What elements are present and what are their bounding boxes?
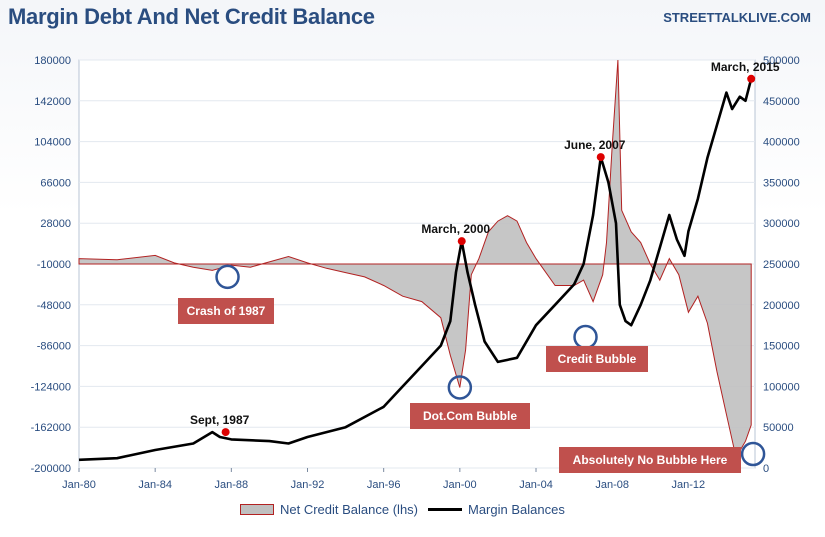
callout-box: [410, 403, 530, 429]
x-tick-label: Jan-80: [62, 479, 96, 491]
right-tick-label: 350000: [763, 177, 800, 189]
peak-label: March, 2015: [711, 60, 780, 74]
x-tick-label: Jan-00: [443, 479, 477, 491]
legend-label-net-credit: Net Credit Balance (lhs): [280, 502, 418, 517]
x-tick-label: Jan-92: [291, 479, 325, 491]
right-tick-label: 150000: [763, 341, 800, 353]
peak-marker: [221, 428, 230, 437]
left-tick-label: 104000: [34, 137, 71, 149]
right-tick-label: 100000: [763, 381, 800, 393]
legend-swatch-line: [428, 508, 462, 511]
left-tick-label: -200000: [31, 463, 71, 475]
x-tick-label: Jan-08: [595, 479, 629, 491]
x-tick-label: Jan-96: [367, 479, 401, 491]
callout-box: [546, 346, 648, 372]
left-tick-label: -86000: [37, 341, 71, 353]
callout-circle: [447, 375, 473, 400]
left-tick-label: -48000: [37, 300, 71, 312]
peak-label: June, 2007: [564, 138, 626, 152]
left-tick-label: -162000: [31, 422, 71, 434]
callout-label: Crash of 1987: [187, 304, 266, 318]
callout-box: [178, 298, 274, 324]
callout-label: Dot.Com Bubble: [423, 409, 517, 423]
margin-line-path: [78, 78, 753, 462]
x-tick-label: Jan-12: [672, 479, 706, 491]
right-tick-label: 450000: [763, 96, 800, 108]
x-tick-label: Jan-88: [215, 479, 249, 491]
left-tick-label: -124000: [31, 381, 71, 393]
callout-circle: [215, 264, 240, 290]
x-tick-label: Jan-04: [519, 479, 553, 491]
legend-item-margin: Margin Balances: [428, 502, 565, 517]
peak-marker: [596, 153, 605, 162]
left-tick-label: 142000: [34, 96, 71, 108]
callout-label: Absolutely No Bubble Here: [573, 453, 728, 467]
callout-label: Credit Bubble: [558, 352, 637, 366]
right-tick-label: 0: [763, 463, 769, 475]
peak-label: March, 2000: [421, 222, 490, 236]
axes: 180000 142000 104000 66000 28000 -10000 -48000…: [31, 55, 800, 491]
peak-marker: [457, 237, 466, 246]
left-tick-label: -10000: [37, 259, 71, 271]
margin-line: [78, 78, 753, 462]
peak-label: Sept, 1987: [190, 413, 250, 427]
right-tick-label: 250000: [763, 259, 800, 271]
peak-marker: [747, 74, 756, 83]
callout-circle: [740, 441, 766, 467]
right-tick-label: 200000: [763, 300, 800, 312]
legend-label-margin: Margin Balances: [468, 502, 565, 517]
left-tick-label: 28000: [40, 218, 71, 230]
right-tick-label: 50000: [763, 422, 794, 434]
brand-label: STREETTALKLIVE.COM: [663, 10, 811, 25]
grid: [79, 59, 755, 469]
chart-title: Margin Debt And Net Credit Balance: [8, 4, 375, 29]
left-tick-label: 66000: [40, 177, 71, 189]
right-tick-label: 400000: [763, 137, 800, 149]
right-tick-label: 500000: [763, 55, 800, 67]
legend-swatch-area: [240, 504, 274, 515]
legend: Net Credit Balance (lhs) Margin Balances: [240, 502, 565, 517]
right-tick-label: 300000: [763, 218, 800, 230]
x-tick-label: Jan-84: [138, 479, 172, 491]
legend-item-net-credit: Net Credit Balance (lhs): [240, 502, 418, 517]
annotations: Sept, 1987 March, 2000 June, 2007 March, 20…: [178, 60, 780, 473]
callout-box: [559, 447, 741, 473]
left-tick-label: 180000: [34, 55, 71, 67]
